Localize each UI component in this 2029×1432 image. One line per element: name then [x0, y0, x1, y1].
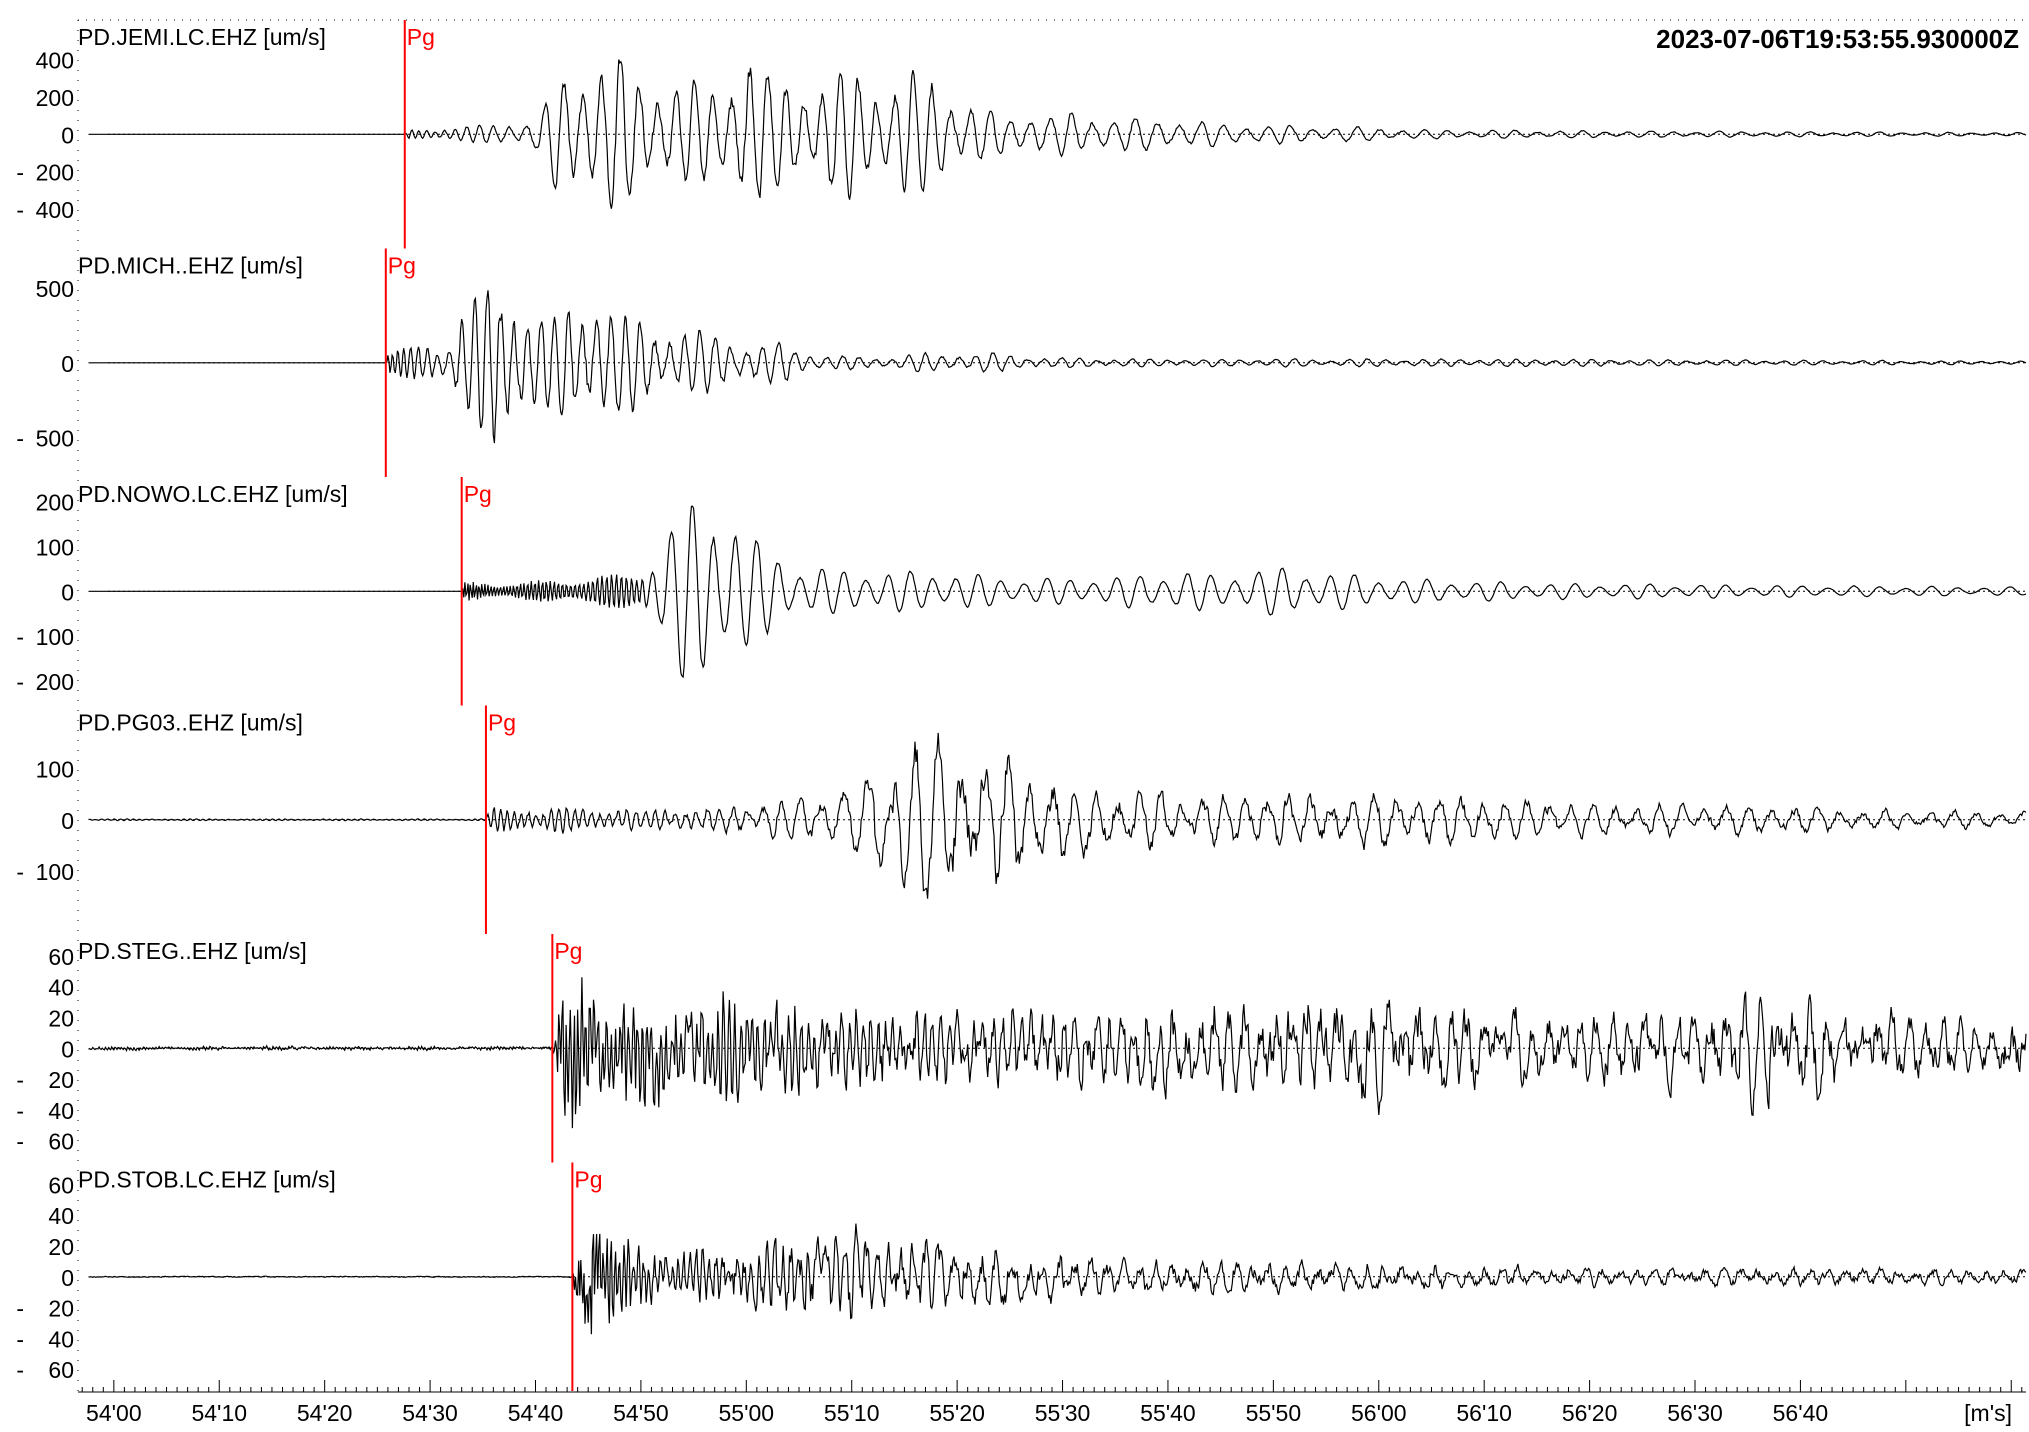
y-tick-minus: - — [16, 197, 24, 223]
x-tick-label: 54'10 — [191, 1400, 247, 1426]
timestamp-label: 2023-07-06T19:53:55.930000Z — [1656, 24, 2019, 54]
y-tick-minus: - — [16, 1357, 24, 1383]
y-tick-label: 40 — [48, 1203, 74, 1229]
pg-pick-label: Pg — [554, 938, 582, 964]
y-tick-minus: - — [16, 426, 24, 452]
y-tick-label: 60 — [48, 1129, 74, 1155]
x-tick-label: 54'20 — [297, 1400, 353, 1426]
x-tick-label: 56'00 — [1351, 1400, 1407, 1426]
y-tick-label: 0 — [61, 579, 74, 605]
x-tick-label: 54'00 — [86, 1400, 142, 1426]
x-tick-label: 55'00 — [719, 1400, 775, 1426]
y-tick-label: 20 — [48, 1067, 74, 1093]
y-tick-label: 20 — [48, 1296, 74, 1322]
y-tick-label: 0 — [61, 808, 74, 834]
y-tick-minus: - — [16, 160, 24, 186]
waveform-line — [88, 732, 2027, 899]
y-tick-minus: - — [16, 1098, 24, 1124]
y-tick-label: 400 — [36, 197, 74, 223]
y-tick-label: 40 — [48, 1326, 74, 1352]
x-tick-label: 55'10 — [824, 1400, 880, 1426]
x-tick-label: 56'40 — [1773, 1400, 1829, 1426]
waveform-line — [88, 505, 2027, 679]
y-tick-minus: - — [16, 624, 24, 650]
y-tick-label: 40 — [48, 1098, 74, 1124]
station-label: PD.NOWO.LC.EHZ [um/s] — [78, 481, 348, 507]
y-tick-label: 0 — [61, 1265, 74, 1291]
y-tick-label: 100 — [36, 624, 74, 650]
y-tick-label: 500 — [36, 426, 74, 452]
y-tick-label: 200 — [36, 489, 74, 515]
x-tick-label: 56'20 — [1562, 1400, 1618, 1426]
y-tick-label: 100 — [36, 859, 74, 885]
y-tick-label: 200 — [36, 160, 74, 186]
station-label: PD.PG03..EHZ [um/s] — [78, 710, 303, 736]
y-tick-label: 200 — [36, 669, 74, 695]
pg-pick-label: Pg — [574, 1167, 602, 1193]
waveform-line — [88, 59, 2027, 209]
y-tick-label: 100 — [36, 534, 74, 560]
x-tick-label: 54'50 — [613, 1400, 669, 1426]
station-label: PD.JEMI.LC.EHZ [um/s] — [78, 24, 326, 50]
pg-pick-label: Pg — [388, 253, 416, 279]
time-axis: 54'00 54'10 54'20 54'30 54'40 54'50 55'00 55'10… — [77, 19, 2026, 1426]
pg-pick-label: Pg — [464, 481, 492, 507]
x-unit-label: [m's] — [1964, 1400, 2012, 1426]
y-tick-label: 60 — [48, 944, 74, 970]
y-tick-minus: - — [16, 1296, 24, 1322]
y-tick-label: 500 — [36, 276, 74, 302]
y-tick-minus: - — [16, 1326, 24, 1352]
y-tick-label: 100 — [36, 757, 74, 783]
y-tick-label: 200 — [36, 85, 74, 111]
x-tick-label: 54'30 — [402, 1400, 458, 1426]
station-label: PD.STOB.LC.EHZ [um/s] — [78, 1167, 336, 1193]
y-tick-label: 400 — [36, 47, 74, 73]
y-tick-label: 60 — [48, 1172, 74, 1198]
y-tick-label: 40 — [48, 975, 74, 1001]
y-tick-label: 20 — [48, 1005, 74, 1031]
waveform-line — [88, 1223, 2027, 1335]
y-tick-label: 60 — [48, 1357, 74, 1383]
y-tick-minus: - — [16, 1129, 24, 1155]
y-tick-minus: - — [16, 859, 24, 885]
station-label: PD.STEG..EHZ [um/s] — [78, 938, 307, 964]
waveform-line — [88, 290, 2027, 444]
waveform-line — [88, 977, 2027, 1129]
y-tick-minus: - — [16, 669, 24, 695]
y-tick-label: 0 — [61, 351, 74, 377]
station-label: PD.MICH..EHZ [um/s] — [78, 253, 303, 279]
y-tick-minus: - — [16, 1067, 24, 1093]
x-tick-label: 55'40 — [1140, 1400, 1196, 1426]
x-tick-label: 55'50 — [1246, 1400, 1302, 1426]
y-tick-label: 20 — [48, 1234, 74, 1260]
x-tick-label: 55'30 — [1035, 1400, 1091, 1426]
y-tick-label: 0 — [61, 122, 74, 148]
pg-pick-label: Pg — [488, 710, 516, 736]
x-tick-label: 56'30 — [1667, 1400, 1723, 1426]
x-tick-label: 55'20 — [929, 1400, 985, 1426]
y-tick-label: 0 — [61, 1036, 74, 1062]
pg-pick-label: Pg — [407, 24, 435, 50]
x-tick-label: 56'10 — [1456, 1400, 1512, 1426]
x-tick-label: 54'40 — [508, 1400, 564, 1426]
